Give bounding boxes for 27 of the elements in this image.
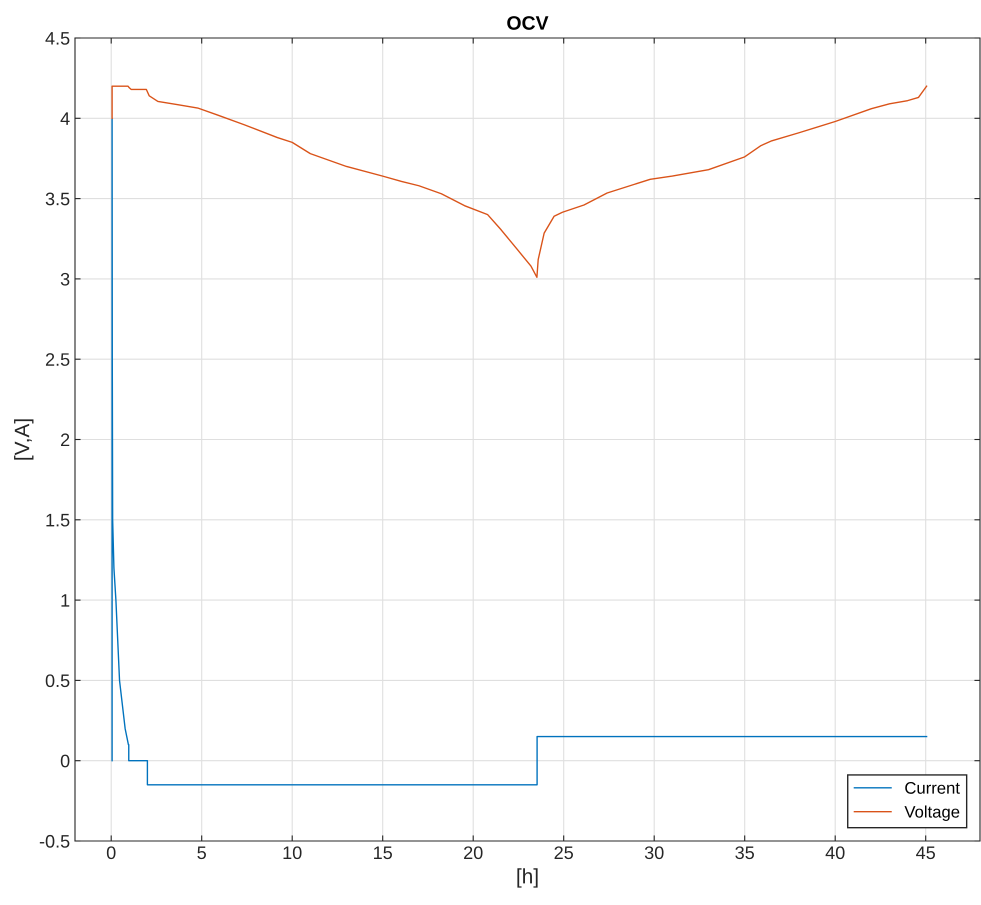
- y-tick-label: 2: [61, 433, 70, 446]
- y-tick-label: 0.5: [46, 674, 70, 688]
- y-tick-label: 1: [61, 594, 70, 607]
- y-tick-label: 4.5: [45, 32, 70, 45]
- line-series: [111, 85, 928, 278]
- y-tick-label: 2.5: [46, 353, 70, 366]
- y-tick-label: 1.5: [46, 514, 70, 527]
- x-tick-label: 35: [735, 846, 754, 860]
- legend-label: Voltage: [904, 805, 960, 821]
- x-tick-label: 5: [197, 846, 206, 860]
- x-tick-label: 0: [106, 846, 116, 860]
- x-tick-label: 20: [464, 846, 483, 860]
- y-tick-label: 4: [60, 112, 70, 125]
- x-tick-label: 40: [826, 846, 845, 860]
- y-tick-label: 3.5: [46, 192, 70, 206]
- y-axis-title: [V,A]: [14, 419, 34, 460]
- x-tick-label: 15: [374, 846, 392, 860]
- x-tick-label: 45: [916, 846, 935, 860]
- y-tick-label: 0: [60, 754, 70, 768]
- x-axis-title: [h]: [517, 868, 538, 888]
- x-tick-label: 10: [284, 846, 302, 860]
- legend-label: Current: [905, 782, 960, 794]
- y-tick-label: 3: [60, 272, 70, 286]
- x-tick-label: 30: [644, 846, 664, 860]
- x-tick-label: 25: [554, 846, 573, 860]
- chart-title: OCV: [507, 16, 548, 30]
- y-tick-label: -0.5: [40, 834, 70, 848]
